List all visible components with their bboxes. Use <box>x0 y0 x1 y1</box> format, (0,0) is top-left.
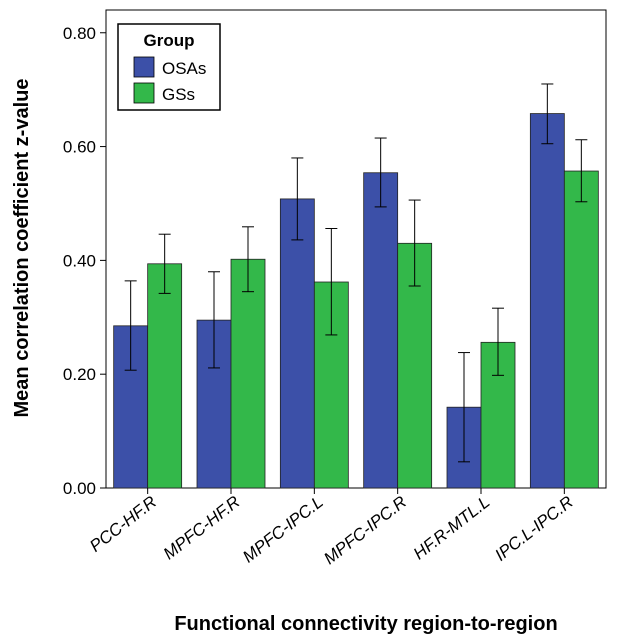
bars-layer <box>113 113 599 489</box>
error-bars-layer <box>124 83 588 463</box>
bar-gss-ipc-l-ipc-r <box>563 170 599 489</box>
x-tick-label: MPFC-IPC.R <box>320 492 410 568</box>
y-axis-label: Mean correlation coefficient z-value <box>11 79 33 418</box>
y-tick-label: 0.60 <box>63 138 96 157</box>
legend-swatch-gss <box>133 82 155 104</box>
x-axis-label: Functional connectivity region-to-region <box>174 613 557 635</box>
x-tick-label: IPC.L-IPC.R <box>491 492 576 565</box>
bar-osas-mpfc-ipc-l <box>279 198 315 489</box>
y-tick-label: 0.40 <box>63 251 96 270</box>
x-tick-label: MPFC-HF.R <box>160 492 244 563</box>
y-tick-label: 0.00 <box>63 479 96 498</box>
x-tick-label: MPFC-IPC.L <box>239 492 327 566</box>
plot-frame <box>105 9 607 489</box>
legend: Group OSAs GSs <box>117 23 221 111</box>
legend-label-gss: GSs <box>162 85 195 104</box>
bar-osas-mpfc-ipc-r <box>363 172 399 489</box>
y-tick-label: 0.20 <box>63 365 96 384</box>
bar-gss-mpfc-hf-r <box>230 258 266 489</box>
bar-osas-ipc-l-ipc-r <box>529 113 565 489</box>
y-tick-label: 0.80 <box>63 24 96 43</box>
legend-swatch-osas <box>133 56 155 78</box>
legend-title: Group <box>144 31 195 50</box>
x-tick-label: PCC-HF.R <box>86 492 160 556</box>
y-axis: 0.00 0.20 0.40 0.60 0.80 <box>63 24 106 498</box>
legend-label-osas: OSAs <box>162 59 206 78</box>
x-tick-label: HF.R-MTL.L <box>410 492 494 563</box>
bar-gss-pcc-hf-r <box>147 263 183 489</box>
